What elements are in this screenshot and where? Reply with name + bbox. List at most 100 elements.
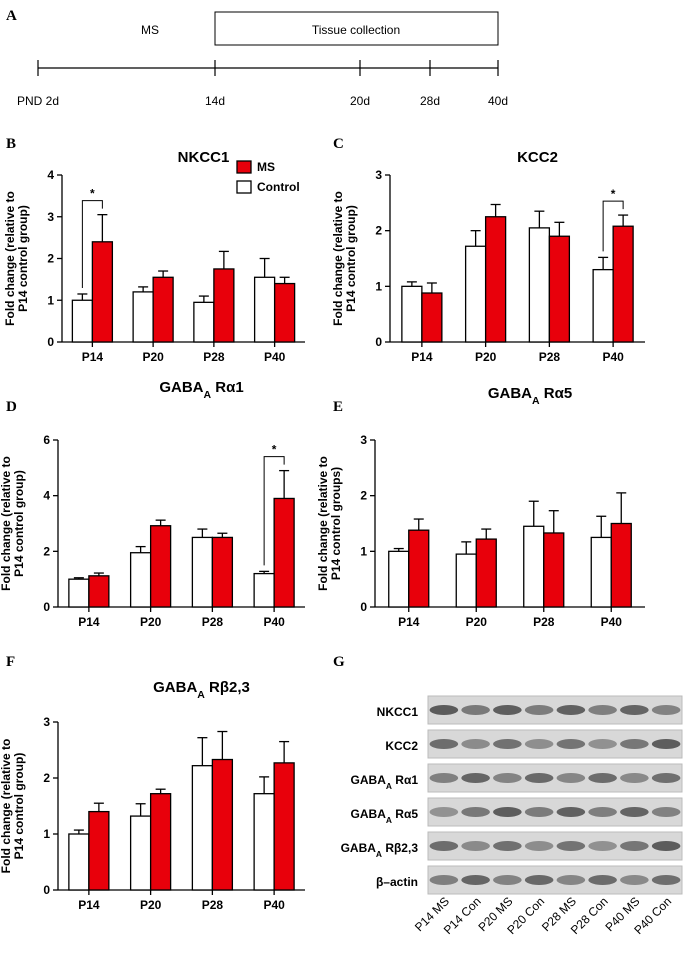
blot-row-label: GABAA Rα5 (351, 807, 419, 825)
bar (528, 227, 551, 343)
bar (71, 299, 94, 343)
blot-row-label-part: A (386, 815, 392, 825)
bar (193, 301, 215, 343)
chart-title: GABAA Rα5 (488, 385, 572, 407)
x-tick-label: P28 (203, 350, 225, 364)
bar (68, 578, 90, 608)
x-tick-label: P20 (466, 615, 488, 629)
blot-band (556, 807, 586, 817)
blot-band (524, 705, 554, 715)
blot-band (588, 705, 617, 715)
blot-band (588, 773, 617, 783)
y-tick-label: 4 (47, 168, 54, 182)
blot-band (651, 841, 681, 851)
bar (88, 810, 110, 891)
x-tick-label: P20 (140, 898, 162, 912)
blot-band (556, 705, 586, 715)
blot-band (429, 807, 459, 817)
bar (213, 268, 235, 343)
bar (388, 550, 410, 608)
x-tick-label: P20 (142, 350, 164, 364)
bar (191, 765, 214, 891)
blot-band (461, 773, 490, 783)
y-tick-label: 6 (43, 433, 50, 447)
bar (211, 536, 234, 608)
blot-band (429, 841, 459, 851)
blot-band (620, 739, 649, 749)
legend-swatch (236, 160, 252, 174)
chart-title-part: NKCC1 (178, 149, 230, 166)
blot-band (524, 807, 554, 817)
blot-band (461, 841, 490, 851)
x-tick-label: P28 (202, 615, 224, 629)
bar (590, 536, 612, 608)
bar (211, 758, 234, 891)
legend-label: Control (257, 180, 300, 194)
significance-label: * (611, 187, 616, 201)
x-tick-label: P20 (140, 615, 162, 629)
y-axis-label: P14 control group) (12, 753, 26, 860)
y-tick-label: 1 (375, 279, 382, 293)
phase-box (214, 11, 499, 46)
y-tick-label: 1 (47, 293, 54, 307)
timeline-label: PND 2d (17, 94, 59, 108)
y-axis-label: P14 control group) (12, 470, 26, 577)
y-tick-label: 2 (375, 224, 382, 238)
bar (68, 833, 90, 891)
y-tick-label: 0 (47, 335, 54, 349)
blot-band (493, 807, 522, 817)
legend-swatch (236, 180, 252, 194)
y-tick-label: 2 (47, 252, 54, 266)
x-tick-label: P14 (78, 898, 100, 912)
blot-band (461, 705, 490, 715)
panel-label: A (6, 8, 17, 24)
blot-band (429, 875, 459, 885)
bar (88, 575, 110, 608)
bar (464, 245, 487, 343)
bar (421, 292, 443, 343)
blot-band (651, 705, 681, 715)
y-axis-label: Fold change (relative to (3, 191, 17, 326)
y-axis-label: Fold change (relative to (0, 739, 13, 874)
bar (152, 276, 174, 343)
bar (455, 553, 477, 608)
phase-label: MS (141, 23, 159, 37)
bar (475, 538, 497, 608)
y-tick-label: 2 (43, 544, 50, 558)
y-tick-label: 0 (43, 883, 50, 897)
blot-band (556, 841, 586, 851)
blot-row-label-part: GABA (351, 773, 387, 787)
y-axis-label: P14 control group) (344, 205, 358, 312)
bar (253, 276, 276, 343)
x-tick-label: P14 (411, 350, 433, 364)
blot-band (429, 705, 459, 715)
blot-band (556, 739, 586, 749)
bar (253, 793, 275, 891)
x-tick-label: P40 (263, 898, 285, 912)
blot-row-label: GABAA Rβ2,3 (341, 841, 419, 859)
blot-band (493, 875, 522, 885)
blot-band (524, 773, 554, 783)
blot-band (588, 841, 617, 851)
panel-label: F (6, 654, 15, 670)
blot-band (651, 875, 681, 885)
chart-title: GABAA Rα1 (159, 379, 243, 401)
blot-band (588, 875, 617, 885)
chart-title-part: Rα1 (211, 379, 244, 396)
significance-label: * (272, 443, 277, 457)
blot-band (524, 739, 554, 749)
blot-band (620, 773, 649, 783)
blot-band (493, 773, 522, 783)
bar (149, 793, 172, 891)
bar (129, 815, 152, 891)
y-tick-label: 4 (43, 489, 50, 503)
blot-row-label-part: A (386, 781, 392, 791)
bar (592, 268, 614, 343)
blot-row-label-part: Rα1 (392, 773, 418, 787)
blot-row-label-part: NKCC1 (377, 705, 419, 719)
bar (253, 572, 275, 608)
bar (149, 525, 172, 608)
blot-band (588, 739, 617, 749)
chart-title-part: A (197, 689, 205, 701)
x-tick-label: P40 (601, 615, 623, 629)
